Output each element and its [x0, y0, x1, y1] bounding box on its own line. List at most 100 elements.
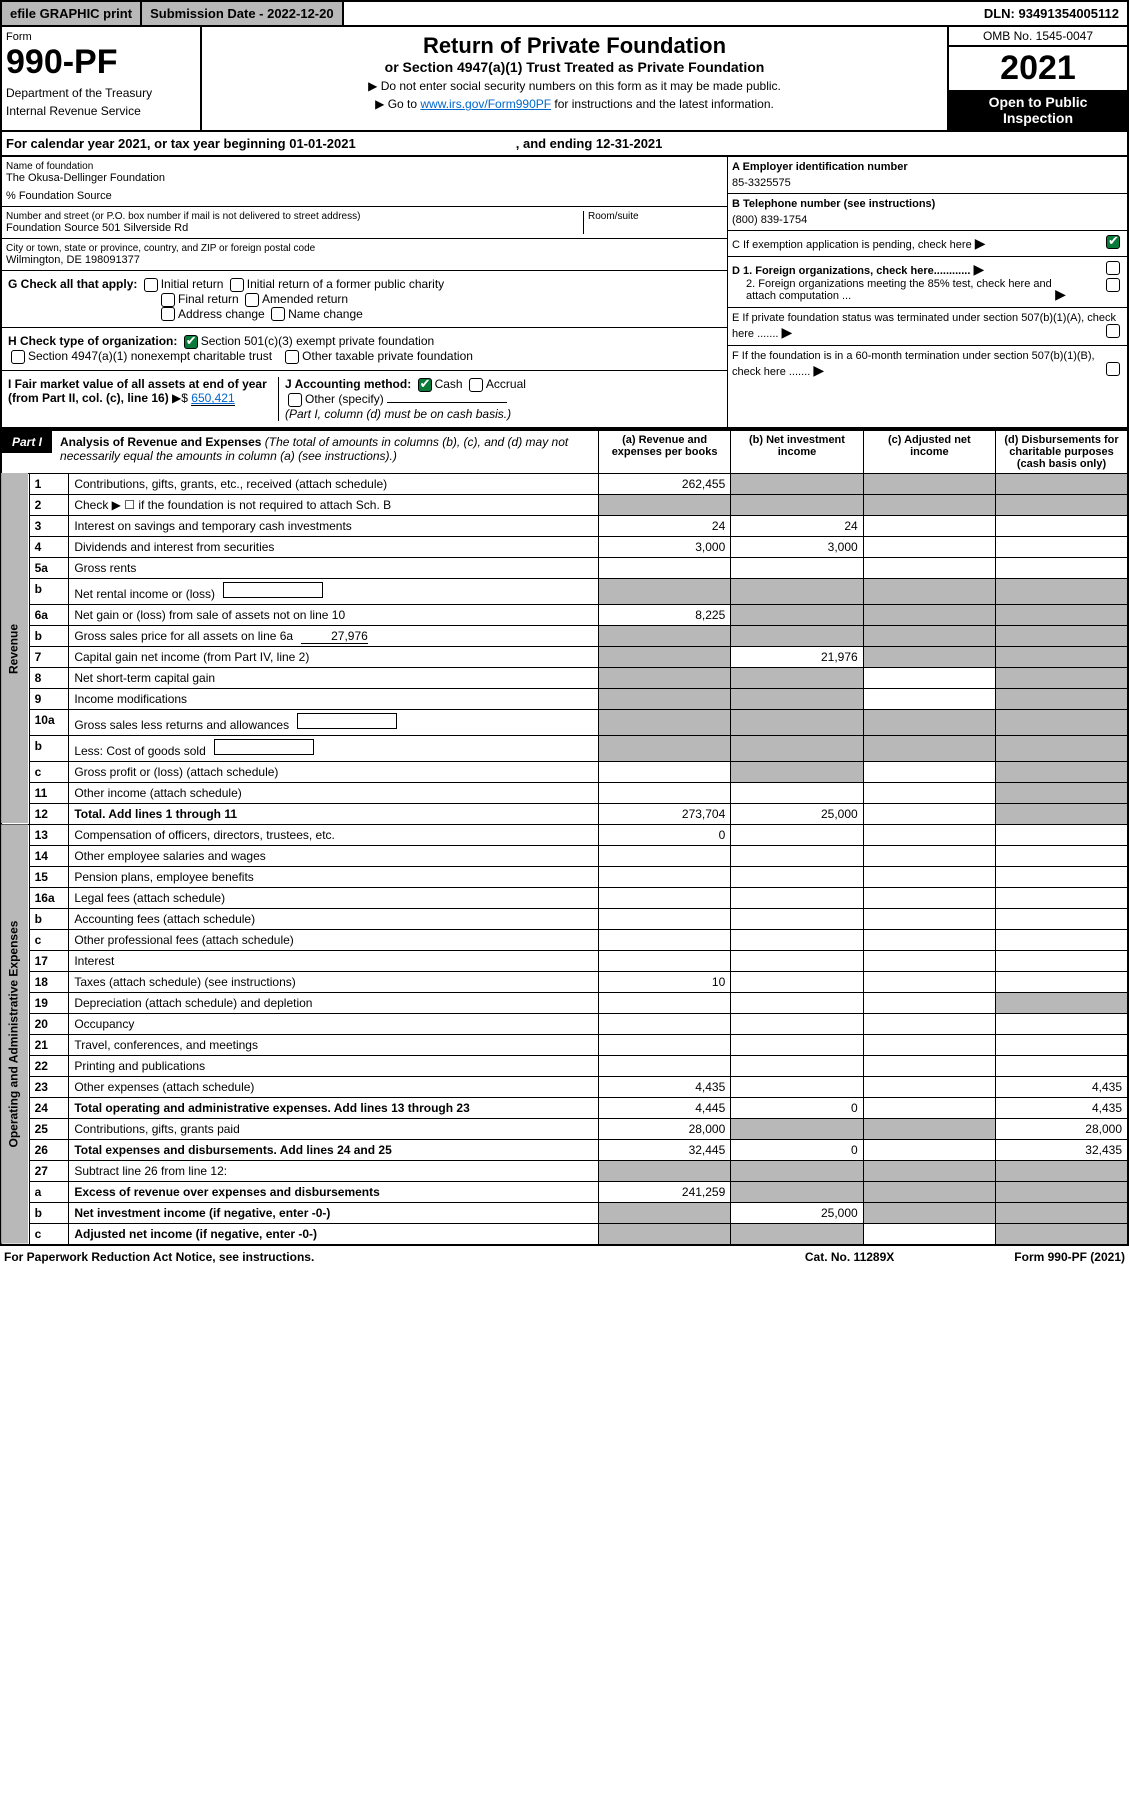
footer: For Paperwork Reduction Act Notice, see …: [0, 1246, 1129, 1268]
chk-final[interactable]: [161, 293, 175, 307]
cell: [863, 845, 995, 866]
line-desc: Total expenses and disbursements. Add li…: [69, 1139, 599, 1160]
line-desc: Legal fees (attach schedule): [69, 887, 599, 908]
cell: [598, 1223, 730, 1245]
line-desc: Total operating and administrative expen…: [69, 1097, 599, 1118]
line-desc: Net gain or (loss) from sale of assets n…: [69, 604, 599, 625]
chk-d1[interactable]: [1106, 261, 1120, 275]
line-desc: Gross sales less returns and allowances: [69, 709, 599, 735]
form-ref: Form 990-PF (2021): [1014, 1250, 1125, 1264]
address: Foundation Source 501 Silverside Rd: [6, 222, 583, 234]
line-desc: Net rental income or (loss): [69, 578, 599, 604]
table-row: 27Subtract line 26 from line 12:: [1, 1160, 1128, 1181]
cell: [731, 578, 863, 604]
irs-link[interactable]: www.irs.gov/Form990PF: [420, 97, 551, 111]
table-row: 10aGross sales less returns and allowanc…: [1, 709, 1128, 735]
chk-amended[interactable]: [245, 293, 259, 307]
table-row: bGross sales price for all assets on lin…: [1, 625, 1128, 646]
chk-cash[interactable]: [418, 378, 432, 392]
cell: [731, 688, 863, 709]
cell: [996, 1202, 1128, 1223]
table-row: bLess: Cost of goods sold: [1, 735, 1128, 761]
cell: [863, 1013, 995, 1034]
cell: [863, 1097, 995, 1118]
cell: [863, 473, 995, 494]
cell: 25,000: [731, 1202, 863, 1223]
cell: [598, 578, 730, 604]
chk-c[interactable]: [1106, 235, 1120, 249]
cell: [996, 667, 1128, 688]
cell: 4,435: [996, 1097, 1128, 1118]
chk-addr-change[interactable]: [161, 307, 175, 321]
revenue-side-label: Revenue: [1, 473, 29, 824]
cell: [731, 1118, 863, 1139]
table-row: 7Capital gain net income (from Part IV, …: [1, 646, 1128, 667]
d1-label: D 1. Foreign organizations, check here..…: [732, 265, 970, 277]
efile-label[interactable]: efile GRAPHIC print: [2, 2, 142, 25]
line-num: 25: [29, 1118, 69, 1139]
cell: [996, 473, 1128, 494]
line-desc: Occupancy: [69, 1013, 599, 1034]
cell: [598, 688, 730, 709]
line-num: 16a: [29, 887, 69, 908]
cell: [996, 494, 1128, 515]
line-num: 26: [29, 1139, 69, 1160]
line-desc: Taxes (attach schedule) (see instruction…: [69, 971, 599, 992]
part1-tag: Part I: [2, 431, 52, 453]
chk-other-method[interactable]: [288, 393, 302, 407]
table-row: 25Contributions, gifts, grants paid28,00…: [1, 1118, 1128, 1139]
chk-4947[interactable]: [11, 350, 25, 364]
line-num: 20: [29, 1013, 69, 1034]
cell: 8,225: [598, 604, 730, 625]
chk-initial-former[interactable]: [230, 278, 244, 292]
cell: [863, 1223, 995, 1245]
line-num: 22: [29, 1055, 69, 1076]
cell: 0: [598, 824, 730, 845]
cell: [598, 667, 730, 688]
cell: [731, 735, 863, 761]
g-row: G Check all that apply: Initial return I…: [2, 271, 727, 328]
line-num: 19: [29, 992, 69, 1013]
chk-e[interactable]: [1106, 324, 1120, 338]
cell: 241,259: [598, 1181, 730, 1202]
cell: [731, 557, 863, 578]
cell: [863, 1202, 995, 1223]
chk-other-tax[interactable]: [285, 350, 299, 364]
line-num: 3: [29, 515, 69, 536]
chk-501c3[interactable]: [184, 335, 198, 349]
table-row: 20Occupancy: [1, 1013, 1128, 1034]
table-row: 23Other expenses (attach schedule)4,4354…: [1, 1076, 1128, 1097]
cell: [863, 950, 995, 971]
cell: [598, 1202, 730, 1223]
table-row: 5aGross rents: [1, 557, 1128, 578]
h-row: H Check type of organization: Section 50…: [2, 328, 727, 371]
chk-initial[interactable]: [144, 278, 158, 292]
line-num: 24: [29, 1097, 69, 1118]
line-num: b: [29, 908, 69, 929]
chk-name-change[interactable]: [271, 307, 285, 321]
chk-f[interactable]: [1106, 362, 1120, 376]
addr-label: Number and street (or P.O. box number if…: [6, 211, 583, 222]
cell: 25,000: [731, 803, 863, 824]
calendar-year: For calendar year 2021, or tax year begi…: [0, 132, 1129, 157]
id-block: Name of foundation The Okusa-Dellinger F…: [0, 157, 1129, 429]
cell: 273,704: [598, 803, 730, 824]
cell: [598, 557, 730, 578]
cell: [996, 709, 1128, 735]
table-row: 24Total operating and administrative exp…: [1, 1097, 1128, 1118]
col-b: (b) Net investment income: [731, 430, 863, 474]
cell: [996, 866, 1128, 887]
cell: [598, 992, 730, 1013]
line-desc: Income modifications: [69, 688, 599, 709]
cell: [731, 473, 863, 494]
line-num: c: [29, 761, 69, 782]
fmv[interactable]: 650,421: [191, 391, 234, 406]
table-row: bNet investment income (if negative, ent…: [1, 1202, 1128, 1223]
chk-d2[interactable]: [1106, 278, 1120, 292]
cell: [863, 908, 995, 929]
cell: [996, 1013, 1128, 1034]
cell: [996, 1223, 1128, 1245]
chk-accrual[interactable]: [469, 378, 483, 392]
cell: [731, 1055, 863, 1076]
phone: (800) 839-1754: [732, 214, 1123, 226]
